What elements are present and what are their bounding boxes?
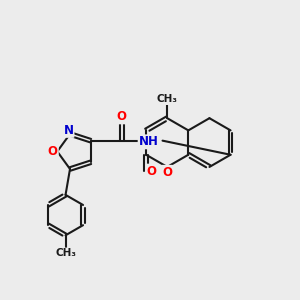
Text: O: O bbox=[162, 166, 172, 179]
Text: CH₃: CH₃ bbox=[55, 248, 76, 258]
Text: O: O bbox=[48, 145, 58, 158]
Text: CH₃: CH₃ bbox=[157, 94, 178, 104]
Text: O: O bbox=[117, 110, 127, 123]
Text: NH: NH bbox=[139, 135, 158, 148]
Text: O: O bbox=[146, 165, 157, 178]
Text: N: N bbox=[64, 124, 74, 137]
